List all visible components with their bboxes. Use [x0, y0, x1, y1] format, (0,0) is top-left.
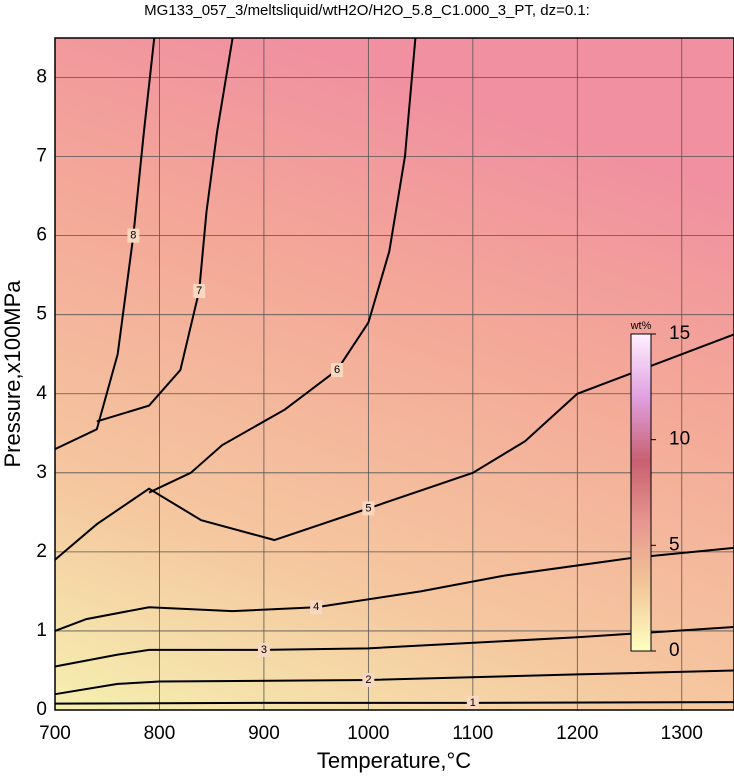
colorbar-tick-label: 10 [669, 429, 690, 450]
chart-title: MG133_057_3/meltsliquid/wtH2O/H2O_5.8_C1… [144, 2, 590, 19]
plot-frame [54, 37, 734, 711]
contour-label: 8 [130, 230, 136, 242]
contour-label: 3 [261, 644, 267, 656]
y-axis-label: Pressure,x100MPa [0, 280, 25, 468]
contour-line [54, 37, 156, 451]
contour-line [54, 333, 734, 561]
colorbar-tick-label: 0 [669, 640, 680, 661]
y-tick-label: 7 [36, 146, 47, 167]
y-tick-label: 8 [36, 67, 47, 88]
contour-label-bg [362, 501, 375, 516]
colorbar-label: wt% [630, 320, 652, 332]
y-tick-label: 5 [36, 304, 47, 325]
contour-line [54, 669, 734, 696]
x-tick-label: 800 [144, 723, 176, 744]
y-tick-label: 6 [36, 225, 47, 246]
y-tick-label: 1 [36, 620, 47, 641]
y-tick-label: 3 [36, 462, 47, 483]
contour-label-bg [466, 695, 479, 710]
y-tick-label: 2 [36, 541, 47, 562]
x-tick-label: 1200 [556, 723, 598, 744]
y-tick-label: 0 [36, 699, 47, 720]
contour-label-bg [193, 283, 206, 298]
contour-label-bg [331, 363, 344, 378]
plot-area [55, 38, 734, 710]
contour-label: 4 [313, 601, 319, 613]
contour-label: 6 [334, 364, 340, 376]
x-tick-label: 900 [248, 723, 280, 744]
contour-label-bg [257, 642, 270, 657]
contour-label: 7 [196, 285, 202, 297]
colorbar-tick-label: 5 [669, 534, 680, 555]
colorbar [630, 333, 652, 652]
contour-label-bg [127, 228, 140, 243]
x-tick-label: 1300 [661, 723, 703, 744]
x-tick-label: 700 [39, 723, 71, 744]
y-tick-label: 4 [36, 383, 47, 404]
contour-label-bg [310, 600, 323, 615]
x-tick-label: 1100 [452, 723, 493, 744]
contour-label: 1 [470, 697, 476, 709]
contour-label-bg [362, 672, 375, 687]
colorbar-tick-label: 15 [669, 323, 690, 344]
contour-label: 2 [365, 674, 371, 686]
x-tick-label: 1000 [347, 723, 389, 744]
contour-line [54, 701, 734, 705]
contour-label: 5 [365, 502, 371, 514]
x-axis-label: Temperature,°C [317, 748, 471, 773]
